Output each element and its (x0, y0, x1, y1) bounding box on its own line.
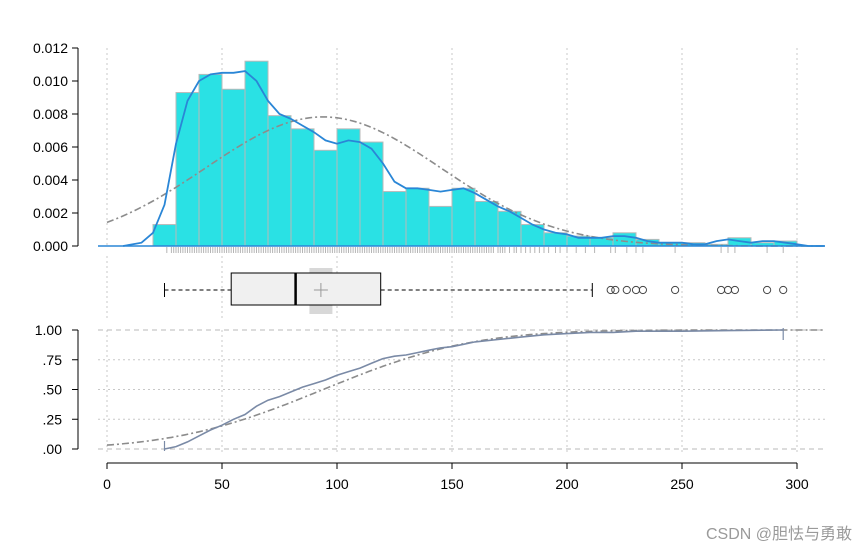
ecdf-y-tick-label: .00 (43, 441, 63, 457)
histogram-bar (152, 224, 177, 247)
histogram-bar (290, 128, 315, 247)
x-tick-label: 150 (440, 476, 464, 492)
histogram-bar (336, 128, 361, 247)
histogram-bar (474, 200, 499, 247)
histogram-bar (405, 187, 430, 247)
outlier-point (606, 285, 615, 295)
histogram-bar (428, 205, 453, 247)
outlier-point (638, 285, 648, 295)
histogram-y-tick-label: 0.002 (33, 205, 68, 221)
histogram-y-axis: 0.000 0.002 0.004 0.006 0.008 0.010 0.012 (33, 40, 825, 254)
x-tick-label: 0 (103, 476, 111, 492)
ecdf-panel: 1.00 .75 .50 .25 .00 0 50 100 150 200 250 300 (35, 322, 825, 492)
histogram-bars (152, 60, 798, 247)
histogram-y-tick-label: 0.008 (33, 106, 68, 122)
outlier-point (730, 285, 740, 295)
histogram-y-tick-label: 0.000 (33, 238, 68, 254)
kernel-density-curve (122, 70, 825, 247)
x-tick-label: 100 (325, 476, 349, 492)
boxplot-gridlines (106, 256, 798, 320)
ecdf-y-tick-label: .75 (43, 352, 63, 368)
outlier-point (763, 285, 772, 295)
histogram-bar (612, 232, 637, 247)
ecdf-empirical-curve (164, 329, 784, 450)
histogram-bar (382, 191, 407, 247)
outlier-point (779, 285, 788, 295)
histogram-bar (451, 187, 476, 247)
histogram-bar (244, 60, 269, 247)
histogram-y-tick-label: 0.004 (33, 172, 68, 188)
histogram-bar (175, 92, 200, 247)
ecdf-y-tick-label: .50 (43, 382, 63, 398)
ecdf-gridlines (98, 329, 825, 454)
normal-density-curve (106, 116, 825, 247)
histogram-bar (198, 73, 223, 247)
boxplot (164, 268, 788, 314)
boxplot-panel (106, 256, 798, 320)
histogram-y-tick-label: 0.010 (33, 73, 68, 89)
outlier-point (717, 285, 726, 295)
histogram-y-tick-label: 0.012 (33, 40, 68, 56)
x-tick-label: 300 (785, 476, 809, 492)
histogram-y-tick-label: 0.006 (33, 139, 68, 155)
x-tick-label: 250 (670, 476, 694, 492)
histogram-bar (313, 149, 338, 247)
x-axis: 0 50 100 150 200 250 300 (103, 462, 809, 492)
outlier-point (671, 285, 680, 295)
x-tick-label: 50 (214, 476, 230, 492)
ecdf-normal-curve (106, 329, 825, 446)
ecdf-end-marks (163, 328, 784, 451)
histogram-bar (221, 88, 246, 247)
outlier-point (622, 285, 631, 295)
outlier-point (611, 285, 620, 295)
ecdf-y-tick-label: 1.00 (35, 322, 62, 338)
outlier-point (631, 285, 641, 295)
ecdf-y-tick-label: .25 (43, 411, 63, 427)
x-tick-label: 200 (555, 476, 579, 492)
histogram-panel: 0.000 0.002 0.004 0.006 0.008 0.010 0.012 (33, 40, 825, 254)
watermark-text: CSDN @胆怯与勇敢 (705, 526, 852, 543)
rug-ticks (166, 247, 784, 253)
box-iqr (230, 272, 382, 306)
outlier-point (723, 285, 733, 295)
histogram-bar (267, 115, 292, 247)
ecdf-y-axis: 1.00 .75 .50 .25 .00 (35, 322, 79, 457)
